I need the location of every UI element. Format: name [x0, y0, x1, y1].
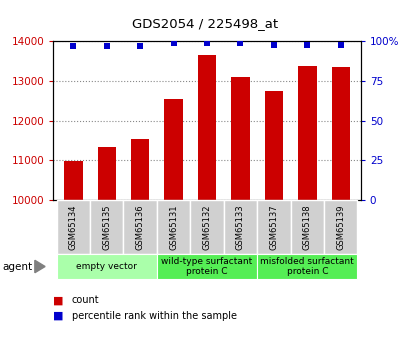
Text: GSM65137: GSM65137	[269, 204, 278, 250]
Bar	[56, 254, 157, 279]
Bar	[297, 66, 316, 345]
Text: ■: ■	[53, 311, 64, 321]
Bar	[131, 139, 149, 345]
Text: GSM65136: GSM65136	[135, 204, 144, 250]
Bar	[97, 147, 116, 345]
Point	[137, 43, 143, 49]
Text: GSM65132: GSM65132	[202, 204, 211, 249]
Text: agent: agent	[2, 262, 32, 272]
Text: count: count	[72, 295, 99, 305]
Bar	[90, 200, 123, 254]
Bar	[231, 77, 249, 345]
Text: GSM65134: GSM65134	[69, 204, 78, 249]
Bar	[323, 200, 357, 254]
Text: GSM65131: GSM65131	[169, 204, 178, 249]
Bar	[123, 200, 157, 254]
Text: misfolded surfactant
protein C: misfolded surfactant protein C	[260, 257, 353, 276]
Text: GDS2054 / 225498_at: GDS2054 / 225498_at	[132, 17, 277, 30]
Bar	[157, 200, 190, 254]
Text: wild-type surfactant
protein C: wild-type surfactant protein C	[161, 257, 252, 276]
Text: ■: ■	[53, 295, 64, 305]
Bar	[198, 55, 216, 345]
Bar	[223, 200, 256, 254]
Point	[170, 40, 176, 46]
Bar	[290, 200, 323, 254]
Point	[337, 42, 343, 47]
Text: GSM65135: GSM65135	[102, 204, 111, 249]
Point	[303, 42, 310, 47]
Text: GSM65138: GSM65138	[302, 204, 311, 250]
Bar	[331, 67, 349, 345]
Bar	[256, 254, 357, 279]
Point	[237, 40, 243, 46]
Point	[103, 43, 110, 49]
Bar	[264, 91, 282, 345]
Point	[270, 42, 276, 47]
Text: empty vector: empty vector	[76, 262, 137, 271]
Text: GSM65139: GSM65139	[335, 204, 344, 249]
Bar	[190, 200, 223, 254]
Text: percentile rank within the sample: percentile rank within the sample	[72, 311, 236, 321]
Point	[70, 43, 76, 49]
Bar	[256, 200, 290, 254]
Polygon shape	[35, 260, 45, 273]
Bar	[56, 200, 90, 254]
Point	[203, 40, 210, 46]
Bar	[164, 99, 182, 345]
Bar	[157, 254, 256, 279]
Text: GSM65133: GSM65133	[236, 204, 244, 250]
Bar	[64, 161, 82, 345]
